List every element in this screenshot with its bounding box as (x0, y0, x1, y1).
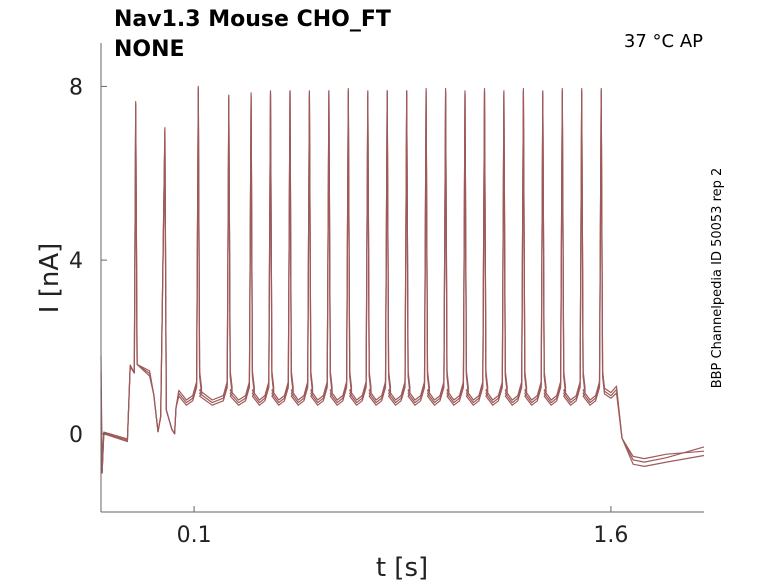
x-tick-label: 1.6 (593, 523, 628, 548)
x-axis-label: t [s] (376, 553, 428, 583)
y-axis-ticks: 0 4 8 (69, 75, 107, 448)
x-axis-ticks: 0.1 1.6 (177, 506, 628, 548)
channelpedia-id-label: BBP Channelpedia ID 50053 rep 2 (710, 168, 725, 389)
x-tick-label: 0.1 (177, 523, 212, 548)
y-tick-label: 8 (69, 75, 83, 100)
traces (100, 85, 705, 474)
y-axis-label: I [nA] (35, 243, 65, 313)
current-trace (100, 85, 705, 474)
chart-subtitle: NONE (114, 37, 185, 62)
y-tick-label: 0 (69, 423, 83, 448)
chart-title: Nav1.3 Mouse CHO_FT (114, 7, 391, 32)
current-trace (100, 87, 705, 474)
current-trace (100, 90, 705, 474)
y-tick-label: 4 (69, 249, 83, 274)
chart-annotation: 37 °C AP (624, 31, 703, 52)
